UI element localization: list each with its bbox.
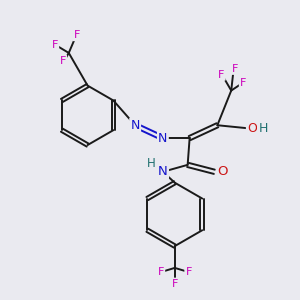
Text: N: N bbox=[158, 165, 168, 178]
Text: F: F bbox=[218, 70, 224, 80]
Text: F: F bbox=[60, 56, 66, 66]
Text: F: F bbox=[232, 64, 238, 74]
Text: F: F bbox=[240, 78, 246, 88]
Text: F: F bbox=[172, 279, 178, 289]
Text: O: O bbox=[247, 122, 257, 135]
Text: H: H bbox=[258, 122, 268, 135]
Text: F: F bbox=[158, 267, 164, 277]
Text: F: F bbox=[74, 30, 80, 40]
Text: N: N bbox=[158, 132, 168, 145]
Text: F: F bbox=[52, 40, 58, 50]
Text: N: N bbox=[130, 119, 140, 132]
Text: H: H bbox=[147, 158, 155, 170]
Text: O: O bbox=[217, 165, 228, 178]
Text: F: F bbox=[185, 267, 192, 277]
